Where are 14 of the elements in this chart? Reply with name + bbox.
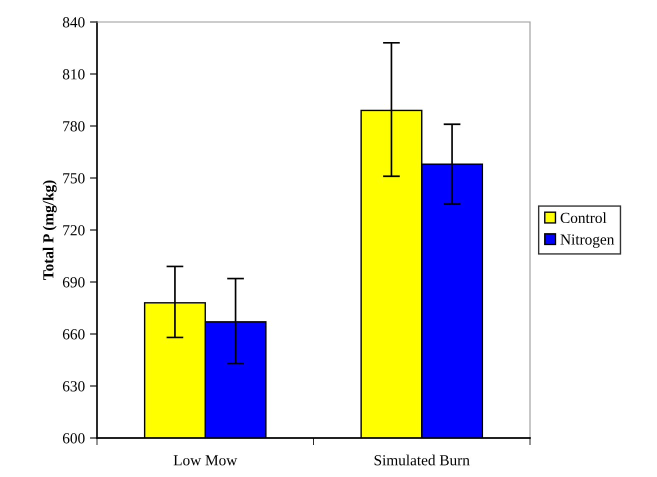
x-tick-label: Low Mow [174, 455, 238, 466]
y-tick-label: 630 [62, 381, 85, 392]
y-tick-label: 780 [63, 121, 85, 132]
y-tick-label: 750 [63, 173, 85, 184]
legend-label: Nitrogen [560, 234, 614, 248]
x-tick-label: Simulated Burn [374, 454, 470, 466]
y-tick-label: 690 [62, 277, 85, 288]
y-axis-title: Total P (mg/kg) [42, 180, 57, 280]
y-tick-label: 660 [62, 329, 85, 340]
y-tick-label: 810 [62, 69, 85, 80]
y-tick-label: 720 [63, 225, 85, 236]
y-tick-label: 600 [62, 433, 85, 444]
legend-label: Control [560, 212, 606, 224]
y-tick-label: 840 [62, 17, 85, 28]
